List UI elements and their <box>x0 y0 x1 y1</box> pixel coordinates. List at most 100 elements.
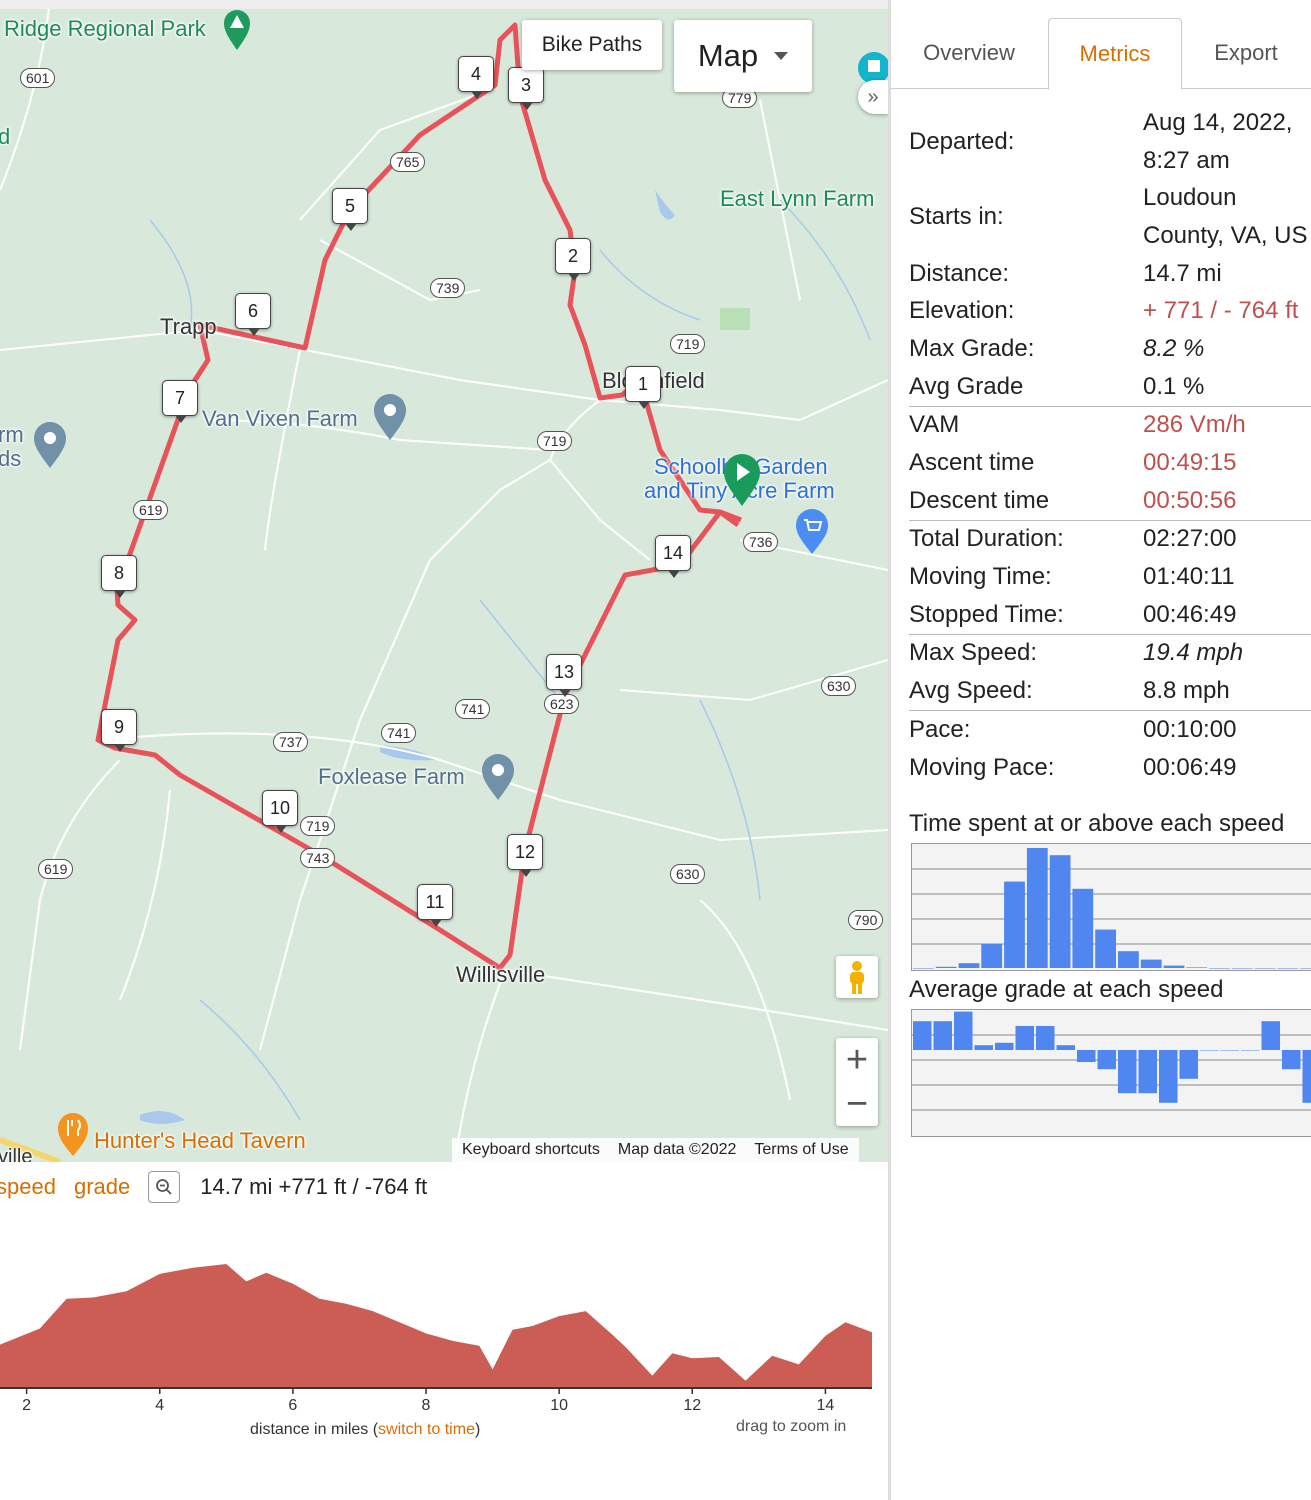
moving-time-label: Moving Time: <box>909 563 1052 591</box>
histogram-bar <box>1140 959 1162 968</box>
zoom-out-icon[interactable] <box>148 1171 181 1203</box>
map-type-label: Map <box>697 38 759 73</box>
waypoint-marker[interactable]: 7 <box>162 380 198 423</box>
keyboard-shortcuts-link[interactable]: Keyboard shortcuts <box>462 1141 600 1158</box>
waypoint-marker[interactable]: 2 <box>555 238 591 281</box>
zoom-in-button[interactable]: + <box>845 1038 869 1081</box>
tab-export[interactable]: Export <box>1214 40 1278 65</box>
waypoint-marker[interactable]: 3 <box>508 67 544 110</box>
histogram-bar <box>1277 968 1299 969</box>
park-pin-icon[interactable] <box>222 8 252 52</box>
zoom-control: + − <box>836 1038 878 1126</box>
waypoint-marker[interactable]: 14 <box>655 535 691 578</box>
max-grade-value: 8.2 % <box>1143 334 1205 362</box>
place-foxlease-farm: Foxlease Farm <box>318 764 465 789</box>
histogram-bar <box>1159 1050 1178 1103</box>
histogram-bar <box>1241 1050 1260 1051</box>
histogram-bar <box>1077 1050 1096 1062</box>
farm-pin-icon[interactable] <box>372 392 408 442</box>
histogram-bar <box>981 944 1003 968</box>
starts-in-label: Starts in: <box>909 203 1004 231</box>
speed-toggle[interactable]: speed <box>0 1174 56 1199</box>
histogram-bar <box>1097 1050 1116 1070</box>
max-speed-label: Max Speed: <box>909 633 1143 673</box>
histogram-bar <box>913 1021 932 1050</box>
tab-metrics[interactable]: Metrics <box>1048 18 1182 90</box>
route-line <box>95 22 742 971</box>
tab-overview[interactable]: Overview <box>923 40 1015 65</box>
collapse-panel-button[interactable]: » <box>858 80 888 114</box>
grade-toggle[interactable]: grade <box>73 1174 131 1199</box>
histogram-bar <box>954 1011 973 1050</box>
terms-of-use-link[interactable]: Terms of Use <box>754 1141 849 1158</box>
zoom-out-button[interactable]: − <box>845 1082 869 1125</box>
shopping-pin-icon[interactable] <box>794 508 830 556</box>
restaurant-pin-icon[interactable] <box>56 1112 90 1158</box>
waypoint-marker[interactable]: 8 <box>101 555 137 598</box>
elevation-chart[interactable]: 2 4 6 8 10 12 14 distance in miles (switch to … <box>0 1204 888 1454</box>
waypoint-marker[interactable]: 12 <box>507 834 543 877</box>
map-view[interactable]: Ridge Regional Park East Lynn Farm Trapp… <box>0 0 888 1162</box>
histogram-bar <box>1163 965 1185 968</box>
x-tick-label: 14 <box>817 1397 835 1414</box>
histogram-bar <box>1261 1021 1280 1050</box>
distance-label: Distance: <box>909 259 1010 287</box>
waypoint-marker[interactable]: 11 <box>417 884 453 927</box>
histogram-bar <box>1179 1050 1198 1079</box>
start-marker-icon[interactable] <box>722 452 762 508</box>
road-shield: 630 <box>821 676 857 696</box>
ascent-time-label: Ascent time <box>909 449 1035 477</box>
x-tick-label: 2 <box>22 1397 31 1414</box>
departed-date: Aug 14, 2022, <box>1143 108 1293 136</box>
waypoint-marker[interactable]: 1 <box>625 366 661 409</box>
x-tick-label: 12 <box>683 1397 701 1414</box>
vam-value: 286 Vm/h <box>1143 405 1311 445</box>
road-shield: 741 <box>455 699 491 719</box>
farm-pin-icon[interactable] <box>32 420 68 470</box>
farm-pin-icon[interactable] <box>480 752 516 802</box>
road-shield: 739 <box>430 278 466 298</box>
histogram-bar <box>1026 848 1048 968</box>
waypoint-marker[interactable]: 13 <box>546 654 582 697</box>
road-shield: 719 <box>300 816 336 836</box>
elevation-summary: 14.7 mi +771 ft / -764 ft <box>200 1174 428 1199</box>
waypoint-marker[interactable]: 10 <box>262 790 298 833</box>
map-type-select[interactable]: Map <box>674 20 812 92</box>
street-view-pegman-icon[interactable] <box>836 956 878 998</box>
waypoint-marker[interactable]: 5 <box>332 188 368 231</box>
histogram-bar <box>1220 1050 1239 1051</box>
bike-paths-button[interactable]: Bike Paths <box>522 20 662 70</box>
waypoint-marker[interactable]: 9 <box>101 709 137 752</box>
dropdown-arrow-icon <box>774 52 789 60</box>
avg-speed-label: Avg Speed: <box>909 677 1033 705</box>
map-attribution: Keyboard shortcuts Map data ©2022 Terms … <box>452 1138 859 1162</box>
place-edge-ds: ds <box>0 446 22 471</box>
histogram-bar <box>1254 968 1276 969</box>
waypoint-marker[interactable]: 6 <box>235 293 271 336</box>
top-strip <box>0 0 1124 9</box>
histogram-bar <box>1036 1026 1055 1050</box>
switch-to-time-link[interactable]: switch to time <box>378 1421 475 1438</box>
waypoint-marker[interactable]: 4 <box>458 56 494 99</box>
histogram-bar <box>1282 1050 1301 1070</box>
histogram-bar <box>1138 1050 1157 1094</box>
road-shield: 601 <box>20 68 56 88</box>
avg-speed-value: 8.8 mph <box>1143 677 1230 705</box>
x-tick-label: 8 <box>422 1397 431 1414</box>
histogram-bar <box>1056 1045 1075 1050</box>
histogram-bar <box>1118 951 1139 968</box>
x-tick-label: 6 <box>288 1397 297 1414</box>
road-shield: 719 <box>670 334 706 354</box>
road-shield: 765 <box>390 152 426 172</box>
elevation-x-label: distance in miles (switch to time) <box>250 1421 480 1438</box>
histogram-bar <box>913 968 934 969</box>
place-hunters-head-tavern: Hunter's Head Tavern <box>94 1128 306 1153</box>
departed-time: 8:27 am <box>1143 146 1230 174</box>
histogram-bar <box>935 966 957 968</box>
avg-grade-label: Avg Grade <box>909 372 1024 400</box>
road-shield: 790 <box>848 910 884 930</box>
total-duration-value: 02:27:00 <box>1143 519 1311 559</box>
stopped-time-value: 00:46:49 <box>1143 600 1237 628</box>
x-tick-label: 10 <box>550 1397 568 1414</box>
place-pin-icon[interactable] <box>854 50 888 88</box>
